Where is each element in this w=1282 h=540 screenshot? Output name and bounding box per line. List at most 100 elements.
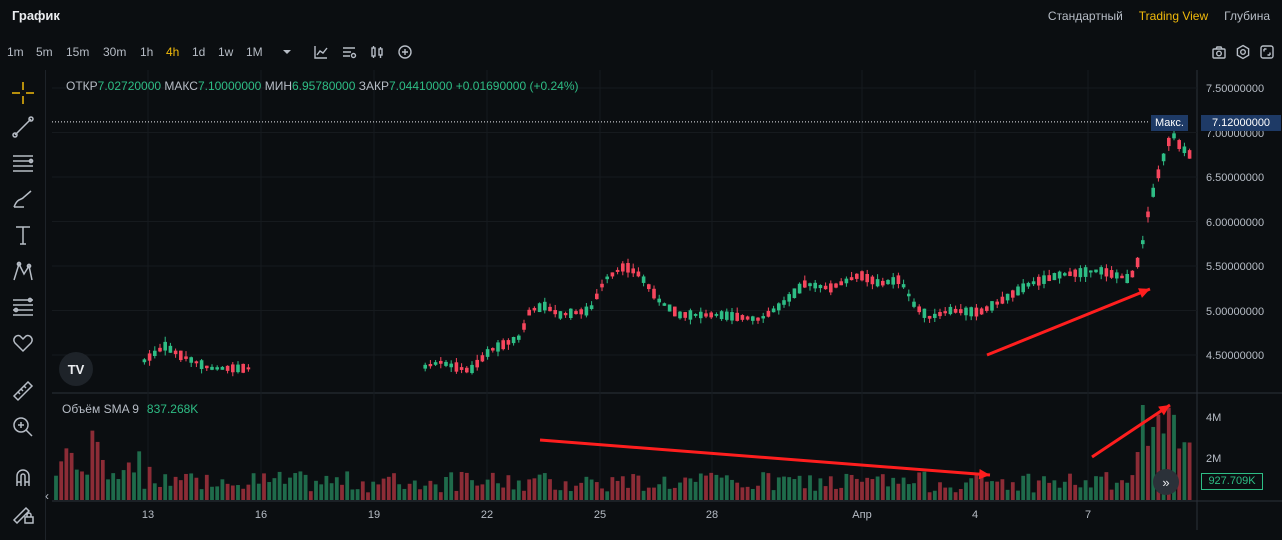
volume-bar xyxy=(776,477,781,500)
fib-levels-icon[interactable] xyxy=(10,294,36,320)
tf-30m[interactable]: 30m xyxy=(103,45,127,59)
tf-5m[interactable]: 5m xyxy=(36,45,53,59)
favorites-heart-icon[interactable] xyxy=(10,330,36,356)
volume-bar xyxy=(906,484,911,500)
volume-bar xyxy=(714,474,719,500)
annotation-arrow-volume-down xyxy=(539,438,991,477)
candle-body xyxy=(558,311,563,319)
volume-bar xyxy=(802,488,807,500)
volume-bar xyxy=(366,492,370,500)
volume-bar xyxy=(236,485,240,500)
camera-icon[interactable] xyxy=(1210,43,1228,61)
volume-bar xyxy=(412,480,417,500)
volume-bar xyxy=(886,486,890,500)
horizontal-lines-icon[interactable] xyxy=(10,150,36,176)
volume-bar xyxy=(532,478,537,500)
fullscreen-icon[interactable] xyxy=(1258,43,1276,61)
volume-bar xyxy=(1187,442,1192,500)
candle-body xyxy=(439,360,443,364)
volume-bar xyxy=(875,476,880,500)
volume-bar xyxy=(932,490,937,500)
candle-body xyxy=(158,347,162,352)
brush-icon[interactable] xyxy=(10,186,36,212)
tf-15m[interactable]: 15m xyxy=(66,45,90,59)
volume-bar xyxy=(1052,480,1057,500)
tf-1m[interactable]: 1m xyxy=(7,45,24,59)
tf-1M[interactable]: 1M xyxy=(246,45,263,59)
volume-bar xyxy=(116,479,121,500)
tf-1d[interactable]: 1d xyxy=(192,45,206,59)
candle-body xyxy=(1099,267,1103,275)
candle-body xyxy=(589,305,594,310)
volume-bar xyxy=(1016,490,1020,500)
view-tradingview[interactable]: Trading View xyxy=(1138,9,1209,23)
view-depth[interactable]: Глубина xyxy=(1224,9,1270,23)
volume-bar xyxy=(189,473,194,500)
lock-drawings-icon[interactable] xyxy=(10,500,36,526)
candle-type-icon[interactable] xyxy=(368,43,386,61)
volume-bar xyxy=(574,485,578,500)
volume-bar xyxy=(667,488,672,500)
volume-bar xyxy=(433,484,438,500)
volume-bar xyxy=(1166,407,1171,500)
magnet-icon[interactable] xyxy=(10,465,36,491)
candle-body xyxy=(1109,270,1114,278)
close-label: ЗАКР xyxy=(358,79,389,93)
candle-body xyxy=(1057,271,1062,279)
tf-1w[interactable]: 1w xyxy=(218,45,234,59)
settings-gear-icon[interactable] xyxy=(1234,43,1252,61)
volume-bar xyxy=(485,479,490,500)
candle-body xyxy=(1005,293,1010,301)
crosshair-icon[interactable] xyxy=(10,80,36,106)
candle-body xyxy=(173,350,178,355)
view-standard[interactable]: Стандартный xyxy=(1047,9,1123,23)
volume-bar xyxy=(475,485,480,500)
volume-bar xyxy=(672,487,677,500)
add-icon[interactable] xyxy=(396,43,414,61)
volume-bar xyxy=(1005,489,1010,500)
ruler-icon[interactable] xyxy=(10,378,36,404)
candle-body xyxy=(501,340,505,350)
time-label: 13 xyxy=(141,509,155,521)
candle-body xyxy=(1089,270,1093,273)
display-settings-icon[interactable] xyxy=(340,43,358,61)
zoom-in-icon[interactable] xyxy=(10,414,36,440)
candle-body xyxy=(683,312,687,318)
candle-body xyxy=(808,283,812,287)
candle-body xyxy=(974,307,979,317)
volume-bar xyxy=(1177,448,1182,500)
volume-bar xyxy=(626,487,630,500)
trend-line-icon[interactable] xyxy=(10,114,36,140)
time-label: Апр xyxy=(852,509,872,521)
volume-bar xyxy=(579,482,584,500)
volume-bar xyxy=(267,482,272,500)
scroll-to-latest-button[interactable]: » xyxy=(1153,469,1179,495)
candle-body xyxy=(199,360,204,369)
volume-bar xyxy=(1120,480,1124,500)
indicators-chart-icon[interactable] xyxy=(312,43,330,61)
caret-down-icon[interactable] xyxy=(278,43,296,61)
candle-body xyxy=(927,315,932,319)
volume-bar xyxy=(132,472,136,500)
candle-body xyxy=(896,275,901,285)
candle-body xyxy=(168,345,173,353)
volume-bar xyxy=(615,480,620,500)
scroll-left-icon[interactable]: ‹ xyxy=(45,489,49,503)
pattern-icon[interactable] xyxy=(10,258,36,284)
tf-1h[interactable]: 1h xyxy=(140,45,154,59)
volume-bar xyxy=(740,487,745,500)
tf-4h[interactable]: 4h xyxy=(166,45,180,59)
volume-bar xyxy=(1047,482,1052,500)
candle-body xyxy=(194,361,199,364)
candle-body xyxy=(246,367,251,370)
text-tool-icon[interactable] xyxy=(10,222,36,248)
open-label: ОТКР xyxy=(66,79,98,93)
volume-bar xyxy=(516,480,521,500)
candle-body xyxy=(511,336,516,344)
annotation-arrow-volume-down-head xyxy=(978,468,990,480)
volume-bar xyxy=(927,492,932,500)
volume-bar xyxy=(126,462,131,500)
volume-bar xyxy=(288,477,292,500)
volume-bar xyxy=(709,472,714,500)
